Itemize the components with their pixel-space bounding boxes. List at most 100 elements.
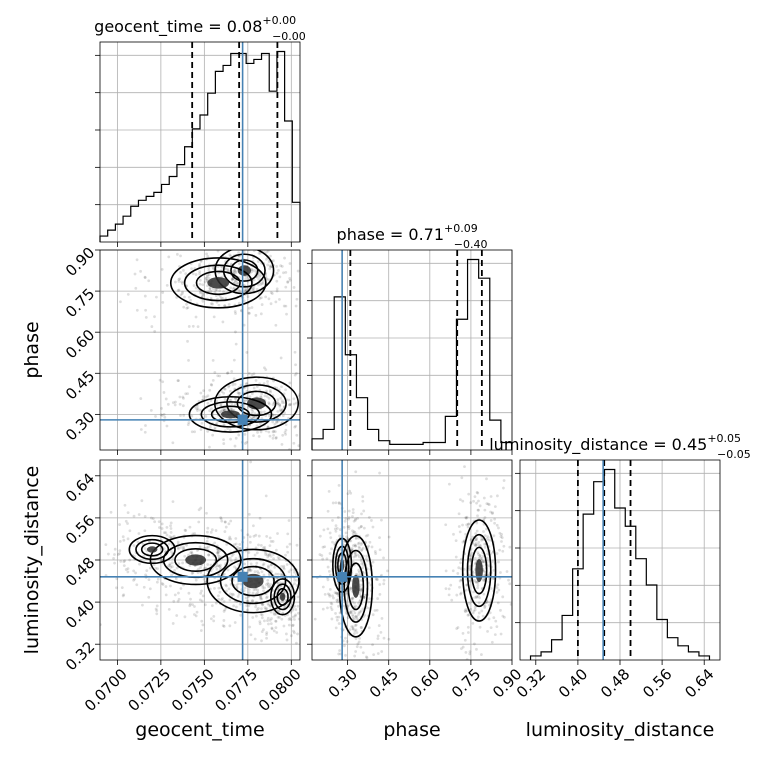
sample-point (250, 246, 253, 249)
sample-point (446, 662, 449, 665)
sample-point (332, 285, 335, 288)
sample-point (353, 685, 356, 688)
sample-point (120, 586, 124, 590)
sample-point (264, 551, 267, 555)
sample-point (237, 392, 241, 395)
sample-point (93, 276, 96, 279)
sample-point (206, 563, 210, 566)
sample-point (195, 407, 198, 411)
sample-point (321, 391, 324, 394)
sample-point (278, 609, 281, 613)
sample-point (493, 505, 497, 509)
sample-point (250, 416, 254, 420)
sample-point (463, 465, 466, 469)
sample-point (251, 410, 255, 413)
sample-point (308, 565, 311, 568)
sample-point (218, 411, 222, 414)
sample-point (206, 254, 210, 258)
sample-point (122, 564, 126, 568)
sample-point (170, 565, 174, 569)
sample-point (236, 582, 240, 586)
sample-point (234, 542, 238, 546)
sample-point (386, 569, 389, 573)
sample-point (276, 401, 279, 404)
sample-point (278, 297, 281, 301)
sample-point (211, 246, 214, 249)
sample-point (278, 403, 282, 406)
sample-point (160, 522, 164, 526)
sample-point (357, 555, 361, 559)
sample-point (351, 600, 354, 604)
sample-point (215, 421, 219, 425)
sample-point (371, 643, 374, 647)
sample-point (237, 592, 241, 596)
panel-content-geocent_time-vs-luminosity_distance (76, 460, 311, 660)
sample-point (260, 613, 264, 617)
sample-point (275, 420, 278, 424)
sample-point (217, 303, 221, 307)
sample-point (233, 621, 237, 624)
sample-point (498, 531, 502, 535)
sample-point (267, 297, 271, 301)
sample-point (489, 519, 493, 522)
sample-point (238, 602, 242, 606)
sample-point (282, 271, 285, 275)
sample-point (231, 383, 235, 387)
sample-point (227, 384, 231, 387)
sample-point (76, 547, 79, 550)
sample-point (360, 549, 363, 553)
sample-point (461, 499, 465, 503)
sample-point (483, 516, 487, 519)
sample-point (253, 570, 257, 574)
sample-point (382, 556, 385, 560)
sample-point (350, 548, 354, 552)
sample-point (245, 599, 249, 603)
panel-title-main-luminosity_distance: luminosity_distance = 0.45 (489, 435, 707, 455)
sample-point (464, 516, 468, 519)
sample-point (465, 658, 469, 660)
sample-point (308, 570, 311, 573)
sample-point (149, 516, 153, 520)
sample-point (122, 593, 126, 597)
sample-point (303, 617, 306, 620)
sample-point (474, 532, 478, 535)
sample-point (222, 609, 226, 613)
sample-point (143, 275, 147, 279)
tick-label-y-phase-3: 0.75 (62, 285, 98, 321)
tick-label-x-geocent_time-2: 0.0750 (168, 665, 218, 715)
sample-point (267, 585, 270, 588)
sample-point (301, 567, 304, 570)
sample-point (238, 391, 242, 395)
sample-point (257, 244, 260, 247)
sample-point (483, 606, 487, 609)
sample-point (132, 578, 135, 582)
sample-point (347, 517, 350, 521)
sample-point (468, 564, 472, 568)
sample-point (156, 577, 160, 581)
sample-point (326, 592, 330, 596)
sample-point (292, 441, 296, 445)
sample-point (143, 430, 147, 434)
sample-point (371, 525, 375, 529)
sample-point (482, 518, 486, 522)
sample-point (275, 420, 279, 424)
sample-point (143, 514, 147, 518)
sample-point (224, 267, 227, 271)
sample-point (259, 273, 263, 277)
sample-point (328, 389, 331, 392)
tick-label-y-luminosity_distance-0: 0.32 (62, 638, 98, 674)
sample-point (242, 250, 246, 254)
contour-phase-vs-luminosity_distance-mode2-level1 (466, 533, 492, 608)
sample-point (268, 544, 272, 547)
sample-point (144, 424, 147, 427)
sample-point (495, 523, 499, 527)
sample-point (237, 262, 241, 265)
sample-point (358, 599, 362, 603)
sample-point (223, 520, 227, 524)
sample-point (275, 402, 279, 406)
sample-point (182, 268, 185, 272)
sample-point (288, 605, 292, 609)
sample-point (278, 403, 282, 407)
sample-point (229, 537, 233, 541)
